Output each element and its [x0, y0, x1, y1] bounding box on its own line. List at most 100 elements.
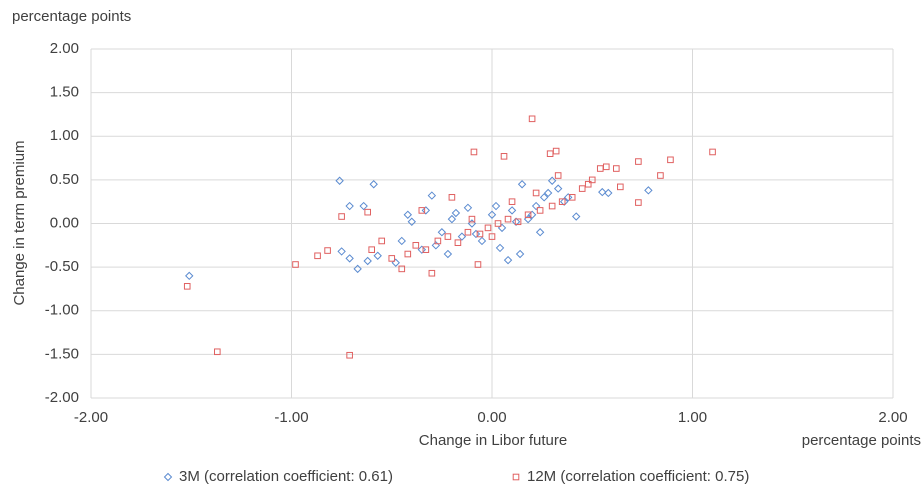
point: [543, 188, 553, 198]
point: [613, 165, 620, 172]
point: [554, 172, 562, 179]
x-tick-label: 2.00: [878, 409, 907, 426]
x-axis-label: Change in Libor future: [419, 432, 567, 449]
point: [553, 184, 563, 193]
point: [588, 176, 596, 184]
y-tick-label: -2.00: [45, 389, 79, 406]
point: [667, 156, 674, 164]
point: [584, 180, 592, 188]
point: [403, 210, 412, 219]
point: [363, 256, 372, 266]
point: [407, 217, 417, 226]
point: [617, 183, 624, 191]
point: [447, 214, 457, 224]
point: [353, 264, 362, 274]
x-tick-label: 0.00: [477, 409, 506, 426]
point: [463, 203, 473, 213]
legend-symbol: [163, 472, 173, 482]
point: [345, 201, 354, 211]
point: [484, 224, 492, 232]
point: [421, 206, 431, 215]
point: [503, 255, 513, 265]
point: [568, 194, 576, 201]
point: [418, 207, 426, 214]
y-tick-label: -1.50: [45, 345, 79, 362]
y-tick-label: 1.50: [50, 84, 79, 101]
point: [528, 115, 536, 123]
point: [500, 153, 508, 160]
point: [644, 186, 653, 195]
y-tick-label: 1.00: [50, 127, 79, 144]
point: [508, 198, 516, 205]
point: [314, 252, 321, 260]
point: [183, 283, 191, 290]
point: [598, 187, 607, 197]
point: [397, 236, 406, 246]
y-axis-label: Change in term premium: [11, 140, 28, 305]
point: [572, 212, 581, 221]
point: [511, 217, 521, 226]
point: [324, 247, 331, 254]
point: [527, 210, 537, 219]
point: [524, 211, 532, 219]
point: [412, 242, 420, 249]
point: [428, 269, 436, 277]
point: [335, 176, 344, 185]
x-tick-label: -1.00: [274, 409, 308, 426]
point: [391, 258, 400, 267]
point: [373, 251, 382, 260]
point: [517, 180, 527, 189]
point: [468, 215, 476, 223]
point: [497, 223, 507, 233]
point: [709, 148, 716, 156]
point: [369, 180, 378, 189]
point: [378, 237, 386, 245]
point: [487, 210, 497, 219]
point: [548, 202, 556, 210]
point: [488, 233, 496, 240]
point: [535, 228, 545, 237]
point: [504, 215, 512, 223]
point: [451, 208, 461, 218]
point: [578, 185, 586, 192]
y-tick-label: 2.00: [50, 40, 79, 57]
y-tick-label: 0.00: [50, 214, 79, 231]
legend-label: 3M (correlation coefficient: 0.61): [179, 468, 393, 485]
point: [292, 261, 299, 268]
point: [417, 245, 427, 254]
point: [431, 241, 441, 250]
point: [515, 249, 525, 259]
point: [464, 228, 472, 236]
point: [404, 250, 412, 258]
point: [546, 150, 554, 157]
point: [494, 220, 502, 227]
point: [539, 193, 549, 202]
point: [346, 351, 353, 359]
point: [443, 249, 453, 259]
point: [427, 191, 437, 200]
y-tick-label: 0.50: [50, 171, 79, 188]
point: [214, 348, 221, 356]
point: [559, 197, 569, 206]
point: [495, 243, 505, 253]
point: [536, 207, 544, 214]
x-tick-label: 1.00: [678, 409, 707, 426]
y-tick-label: -0.50: [45, 258, 79, 275]
point: [477, 236, 487, 246]
point: [476, 230, 484, 238]
point: [398, 265, 406, 273]
point: [507, 206, 517, 215]
point: [434, 237, 442, 245]
point: [337, 247, 346, 256]
point: [657, 172, 664, 179]
point: [422, 246, 430, 253]
point: [471, 229, 481, 239]
point: [345, 254, 354, 263]
point: [558, 198, 566, 205]
point: [470, 148, 478, 156]
point: [338, 213, 345, 220]
point: [444, 233, 452, 240]
y-unit: percentage points: [12, 8, 131, 25]
point: [602, 163, 610, 171]
point: [388, 255, 396, 262]
